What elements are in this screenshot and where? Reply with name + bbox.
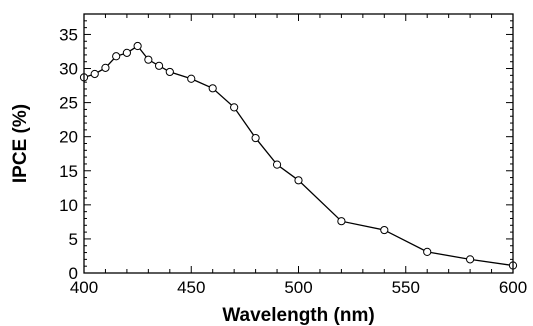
data-point xyxy=(112,52,121,61)
data-point xyxy=(187,74,196,83)
data-point xyxy=(101,63,110,72)
x-tick-label: 450 xyxy=(177,278,205,297)
y-tick-label: 30 xyxy=(59,60,78,79)
data-point xyxy=(122,48,132,57)
x-tick-label: 600 xyxy=(499,278,527,297)
x-axis-title: Wavelength (nm) xyxy=(222,305,374,326)
data-point xyxy=(90,69,99,79)
data-point xyxy=(154,61,164,70)
data-point xyxy=(251,133,260,143)
data-point xyxy=(423,247,432,256)
y-tick-label: 15 xyxy=(59,162,78,181)
x-tick-label: 500 xyxy=(284,278,312,297)
x-tick-label: 400 xyxy=(70,278,98,297)
data-point xyxy=(133,41,142,51)
y-tick-label: 5 xyxy=(69,230,78,249)
data-point xyxy=(144,55,153,64)
plot-frame xyxy=(83,13,514,274)
series-layer xyxy=(83,45,514,267)
data-point xyxy=(208,84,217,93)
data-point xyxy=(337,217,346,226)
y-tick-label: 20 xyxy=(59,128,78,147)
y-tick-label: 10 xyxy=(59,196,78,215)
data-point xyxy=(230,103,239,112)
data-point xyxy=(380,225,389,235)
series-line xyxy=(83,45,514,267)
y-axis-title: IPCE (%) xyxy=(10,104,31,183)
x-tick-label: 550 xyxy=(392,278,420,297)
axis-ticks: 400 450 500 550 600 0 5 10 15 20 25 30 35 xyxy=(59,13,527,297)
y-tick-label: 35 xyxy=(59,25,78,44)
marker-layer xyxy=(79,41,518,270)
y-tick-label: 25 xyxy=(59,94,78,113)
data-point xyxy=(466,255,475,264)
data-point xyxy=(294,176,303,185)
y-tick-label: 0 xyxy=(69,264,78,283)
data-point xyxy=(272,160,282,169)
data-point xyxy=(165,67,174,77)
